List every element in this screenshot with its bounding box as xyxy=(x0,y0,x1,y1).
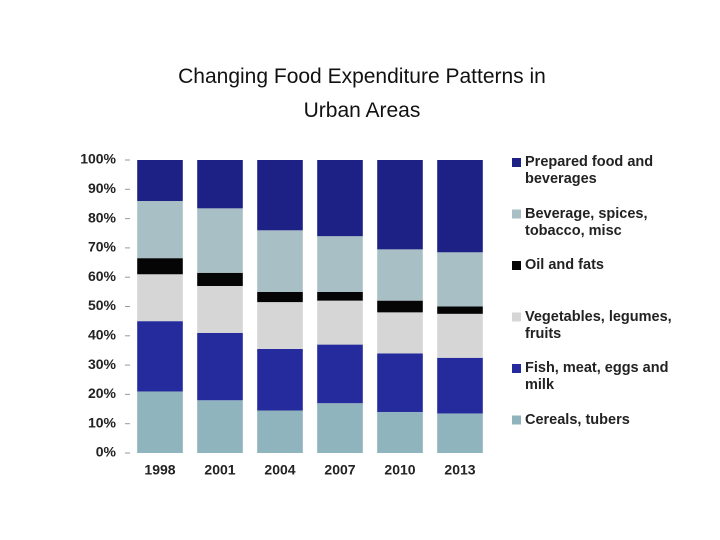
bar-segment xyxy=(257,348,303,411)
bar-segment xyxy=(437,413,483,453)
y-tick-label: 80% xyxy=(88,209,117,225)
y-tick-label: 90% xyxy=(88,180,117,196)
bar-segment xyxy=(377,249,423,301)
bar-segment xyxy=(437,357,483,414)
bar-segment xyxy=(317,291,363,301)
legend-label: Fish, meat, eggs and milk xyxy=(525,360,669,393)
y-tick-label: 100% xyxy=(80,151,116,167)
bar-segment xyxy=(437,252,483,307)
bar-segment xyxy=(437,306,483,314)
y-tick-label: 50% xyxy=(88,297,117,313)
x-tick-label: 2004 xyxy=(264,462,295,478)
legend-swatch xyxy=(512,158,521,167)
bar-segment xyxy=(137,391,183,453)
bar-segment xyxy=(137,274,183,322)
y-tick-label: 20% xyxy=(88,385,117,401)
bar-segment xyxy=(437,313,483,358)
bar-segment xyxy=(377,411,423,453)
bar-segment xyxy=(317,344,363,404)
y-tick-label: 10% xyxy=(88,414,117,430)
bar-segment xyxy=(317,160,363,237)
bar-segment xyxy=(377,300,423,313)
bar-segment xyxy=(317,300,363,345)
x-tick-label: 2007 xyxy=(324,462,355,478)
bar-segment xyxy=(317,403,363,453)
bar-segment xyxy=(197,285,243,333)
x-tick-label: 2010 xyxy=(384,462,415,478)
bar-segment xyxy=(377,160,423,250)
legend-label: Prepared food and beverages xyxy=(525,154,654,187)
x-tick-label: 1998 xyxy=(144,462,175,478)
x-tick-label: 2013 xyxy=(444,462,475,478)
bar-segment xyxy=(257,230,303,292)
legend-swatch xyxy=(512,209,521,219)
bar-segment xyxy=(257,302,303,349)
bar-segment xyxy=(137,321,183,392)
bar-segment xyxy=(257,410,303,453)
y-tick-label: 0% xyxy=(96,444,117,460)
legend-label: Vegetables, legumes, fruits xyxy=(525,308,672,342)
x-tick-label: 2001 xyxy=(204,462,235,478)
bar-segment xyxy=(317,236,363,292)
bar-segment xyxy=(137,160,183,202)
bar-segment xyxy=(137,258,183,275)
legend-swatch xyxy=(512,415,521,425)
bar-segment xyxy=(197,400,243,453)
bar-segment xyxy=(377,353,423,412)
bar-segment xyxy=(437,160,483,253)
y-tick-label: 70% xyxy=(88,239,117,255)
legend-swatch xyxy=(512,312,521,322)
legend-label: Cereals, tubers xyxy=(525,411,630,428)
legend-label: Oil and fats xyxy=(525,257,604,273)
y-tick-label: 40% xyxy=(88,327,117,343)
bar-segment xyxy=(137,201,183,259)
bar-segment xyxy=(197,332,243,401)
bar-segment xyxy=(257,160,303,231)
legend-label: Beverage, spices, tobacco, misc xyxy=(525,205,648,239)
bar-segment xyxy=(197,160,243,209)
y-tick-label: 60% xyxy=(88,268,117,284)
y-tick-label: 30% xyxy=(88,356,117,372)
bar-segment xyxy=(197,208,243,273)
chart-title: Changing Food Expenditure Patterns in Ur… xyxy=(178,65,546,122)
legend-swatch xyxy=(512,261,521,270)
bar-segment xyxy=(197,272,243,286)
bar-segment xyxy=(257,291,303,303)
legend-swatch xyxy=(512,364,521,373)
bar-segment xyxy=(377,312,423,354)
